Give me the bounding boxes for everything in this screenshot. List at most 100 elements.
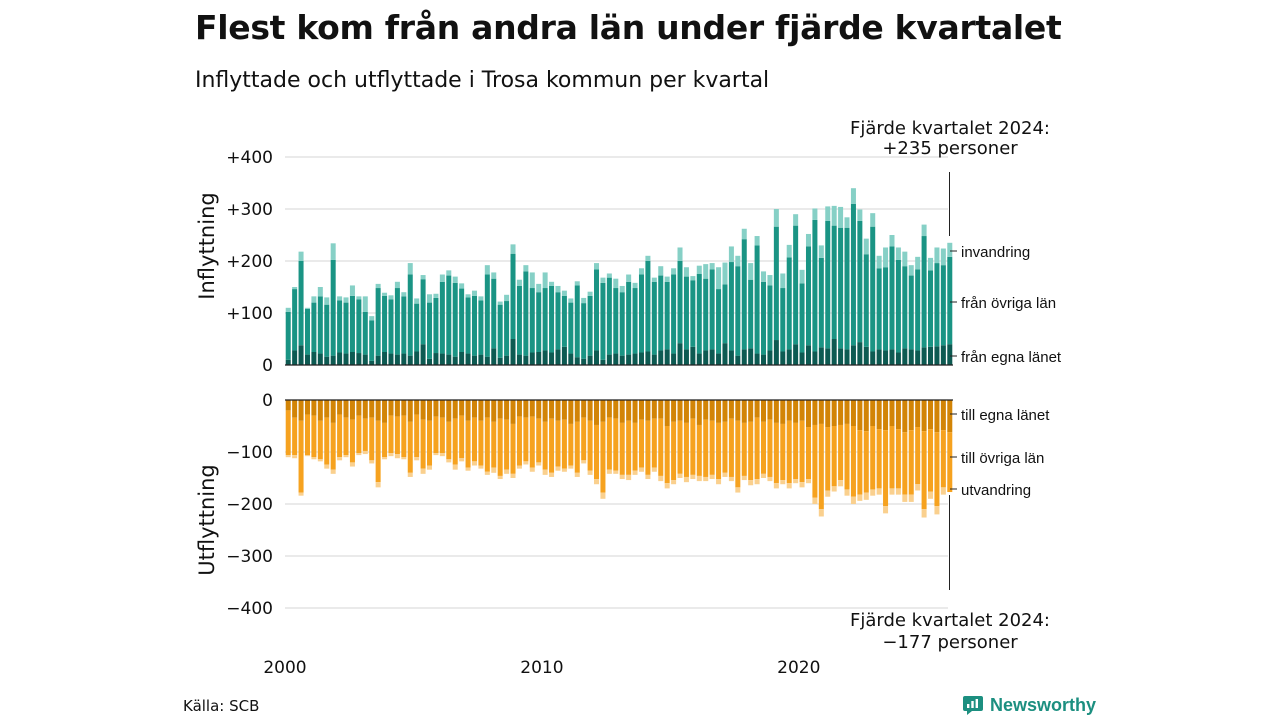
bar-in-2-83 <box>818 245 824 258</box>
bar-out-1-68 <box>722 421 728 473</box>
bar-in-2-50 <box>606 273 612 278</box>
bar-in-1-95 <box>895 259 901 353</box>
annotation-bottom-line2: −177 personer <box>882 632 1018 653</box>
bar-in-1-2 <box>298 261 304 346</box>
side-label-utvandring: utvandring <box>961 482 1031 499</box>
bar-out-2-69 <box>728 476 734 482</box>
bar-in-1-71 <box>741 239 747 350</box>
bar-out-0-66 <box>709 400 715 421</box>
bar-in-2-76 <box>773 209 779 227</box>
bar-out-0-45 <box>574 400 580 422</box>
bar-out-0-35 <box>510 400 516 424</box>
bar-in-1-7 <box>330 259 336 356</box>
bar-out-1-57 <box>651 418 657 468</box>
y-tick-inflyttning-1: +100 <box>226 304 273 324</box>
bar-out-1-8 <box>337 414 343 458</box>
bar-in-1-22 <box>427 302 433 359</box>
bar-out-2-96 <box>902 494 908 502</box>
bar-out-2-47 <box>587 470 593 475</box>
bar-in-1-70 <box>735 266 741 356</box>
bar-out-0-58 <box>658 400 664 419</box>
bar-in-0-66 <box>709 349 715 365</box>
bar-in-0-76 <box>773 340 779 365</box>
bar-in-1-3 <box>304 308 310 355</box>
bar-out-1-88 <box>850 426 856 497</box>
axes: 0 +100 +200 +300 +400 0 −100 −200 −300 −400 2000 20… <box>226 148 957 678</box>
bar-out-0-59 <box>664 400 670 426</box>
bar-out-0-29 <box>471 400 477 418</box>
bar-in-0-61 <box>677 343 683 365</box>
bar-out-1-47 <box>587 420 593 471</box>
bar-out-0-55 <box>638 400 644 420</box>
bar-in-0-34 <box>504 355 510 365</box>
bar-out-2-55 <box>638 467 644 472</box>
bar-in-1-61 <box>677 261 683 344</box>
bar-out-0-64 <box>696 400 702 425</box>
bar-out-2-87 <box>844 489 850 496</box>
bar-in-1-6 <box>324 304 330 357</box>
bar-in-0-73 <box>754 353 760 365</box>
bar-in-2-59 <box>664 276 670 282</box>
bar-in-2-55 <box>638 268 644 275</box>
x-tick-2000: 2000 <box>263 658 306 678</box>
bar-out-0-79 <box>793 400 799 423</box>
bar-out-0-57 <box>651 400 657 419</box>
bar-in-0-96 <box>902 348 908 365</box>
bar-out-2-32 <box>491 467 497 473</box>
bar-out-0-69 <box>728 400 734 419</box>
y-tick-inflyttning-0: 0 <box>262 356 273 376</box>
bar-in-0-49 <box>600 359 606 365</box>
bar-out-2-44 <box>568 465 574 469</box>
bar-in-0-43 <box>561 346 567 365</box>
bar-in-0-10 <box>349 352 355 365</box>
bar-in-2-90 <box>863 238 869 255</box>
bar-out-2-52 <box>619 474 625 480</box>
bar-in-0-85 <box>831 339 837 365</box>
bar-out-1-96 <box>902 432 908 495</box>
bar-out-1-53 <box>626 420 632 475</box>
bar-in-1-79 <box>793 225 799 345</box>
bar-out-2-99 <box>921 509 927 518</box>
bar-in-0-98 <box>915 350 921 365</box>
bar-out-1-91 <box>870 426 876 490</box>
bar-out-0-87 <box>844 400 850 424</box>
bar-in-1-20 <box>414 303 420 352</box>
bar-out-0-90 <box>863 400 869 432</box>
bar-in-0-79 <box>793 344 799 365</box>
bar-in-2-12 <box>362 296 368 312</box>
bar-in-1-17 <box>394 288 400 355</box>
bar-in-0-74 <box>761 354 767 365</box>
bar-in-2-16 <box>388 295 394 300</box>
bar-in-2-42 <box>555 285 561 293</box>
bar-out-0-50 <box>606 400 612 418</box>
bar-out-2-84 <box>825 490 831 497</box>
bar-in-2-0 <box>285 307 291 312</box>
bar-in-1-32 <box>491 278 497 349</box>
bar-out-2-7 <box>330 469 336 474</box>
bar-out-1-0 <box>285 410 291 456</box>
bar-out-2-72 <box>748 480 754 486</box>
bar-in-1-89 <box>857 220 863 343</box>
bar-out-1-77 <box>780 423 786 481</box>
bar-out-1-74 <box>761 421 767 474</box>
bar-in-2-30 <box>478 296 484 301</box>
y-tick-inflyttning-3: +300 <box>226 200 273 220</box>
bar-in-1-86 <box>838 227 844 349</box>
bar-in-0-15 <box>382 352 388 365</box>
bar-in-2-96 <box>902 251 908 267</box>
bar-in-2-66 <box>709 263 715 270</box>
bar-out-0-67 <box>716 400 722 423</box>
bar-in-1-8 <box>337 300 343 353</box>
bar-in-2-48 <box>594 263 600 270</box>
bar-in-1-100 <box>928 270 934 347</box>
bar-out-0-39 <box>536 400 542 419</box>
bar-out-0-13 <box>369 400 375 418</box>
bar-out-0-31 <box>484 400 490 418</box>
bar-in-2-43 <box>561 290 567 296</box>
bar-out-0-30 <box>478 400 484 421</box>
bar-in-0-84 <box>825 348 831 365</box>
bar-in-1-18 <box>401 296 407 354</box>
bar-in-2-74 <box>761 271 767 282</box>
bar-in-1-24 <box>439 281 445 354</box>
